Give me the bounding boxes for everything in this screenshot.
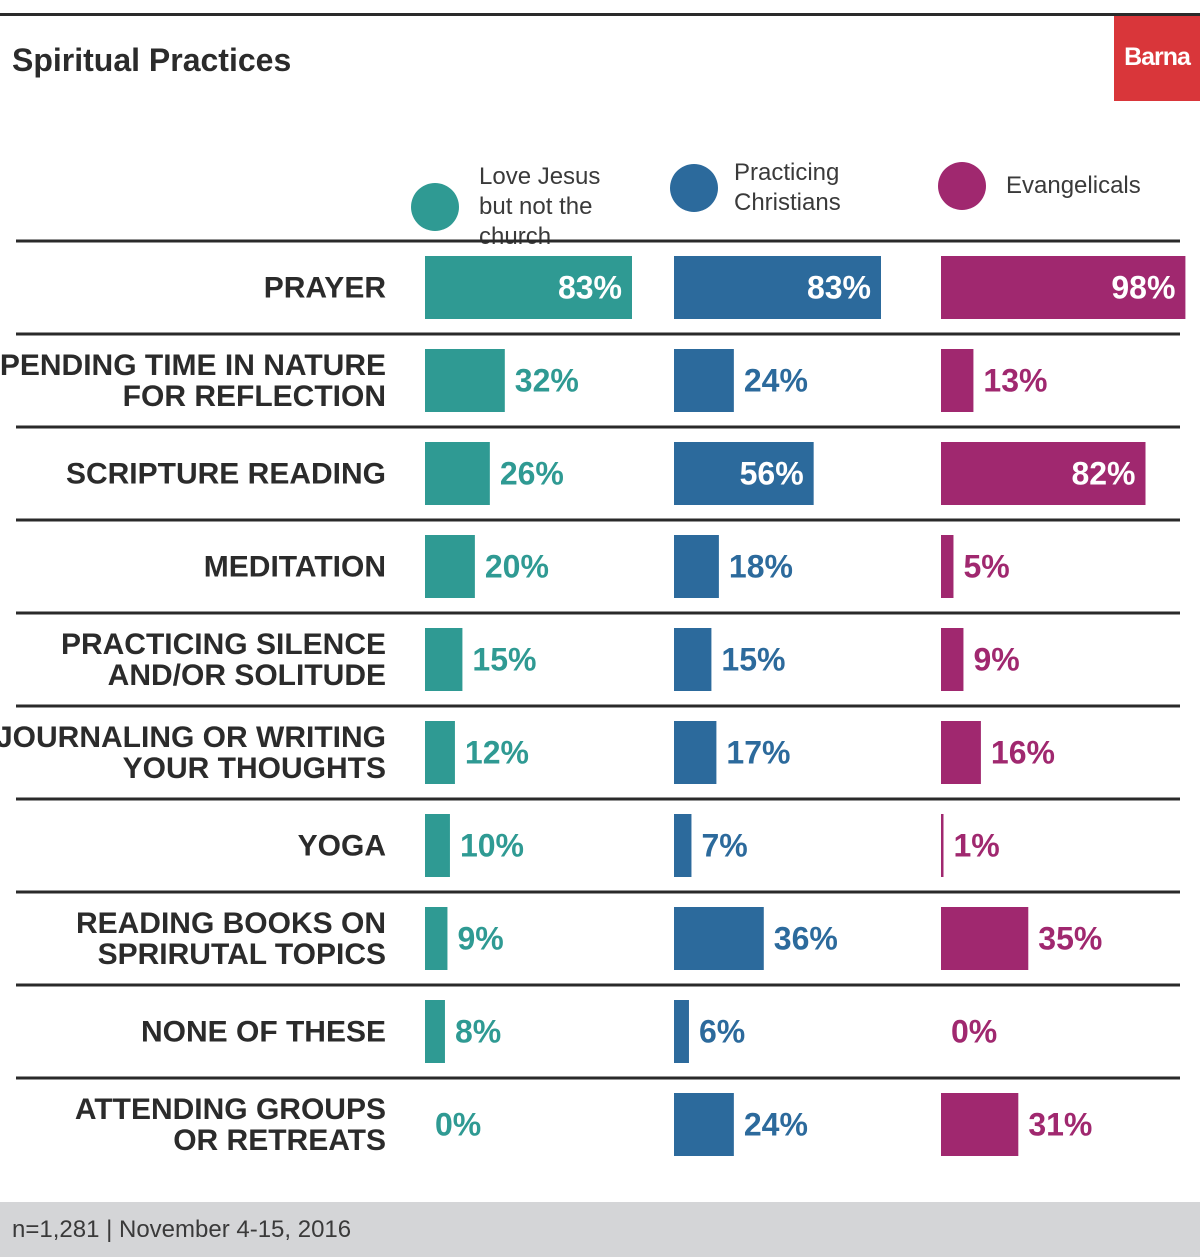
category-label-reading-books-on-sprirutal-topics: READING BOOKS ON SPRIRUTAL TOPICS (76, 907, 386, 971)
value-label-evangelicals-prayer: 98% (1111, 270, 1175, 306)
value-label-love-jesus-attending-groups-or-retreats: 0% (435, 1107, 481, 1143)
value-label-evangelicals-practicing-silence-and-or-solitude: 9% (973, 642, 1019, 678)
row-separator (16, 983, 1180, 987)
bar-practicing-christians-scripture-reading (674, 442, 814, 505)
value-label-practicing-christians-meditation: 18% (729, 549, 793, 585)
row-separator (16, 797, 1180, 801)
value-label-practicing-christians-reading-books-on-sprirutal-topics: 36% (774, 921, 838, 957)
row-separator (16, 332, 1180, 336)
value-label-practicing-christians-attending-groups-or-retreats: 24% (744, 1107, 808, 1143)
bar-practicing-christians-spending-time-in-nature-for-reflection (674, 349, 734, 412)
value-label-evangelicals-scripture-reading: 82% (1071, 456, 1135, 492)
value-label-practicing-christians-none-of-these: 6% (699, 1014, 745, 1050)
value-label-love-jesus-practicing-silence-and-or-solitude: 15% (472, 642, 536, 678)
bar-evangelicals-yoga (941, 814, 944, 877)
category-label-journaling-or-writing-your-thoughts: JOURNALING OR WRITING YOUR THOUGHTS (0, 721, 386, 785)
value-label-evangelicals-none-of-these: 0% (951, 1014, 997, 1050)
legend-label-love-jesus: Love Jesus but not the church (479, 163, 601, 250)
row-separator (16, 890, 1180, 894)
category-label-yoga: YOGA (298, 830, 386, 863)
bar-evangelicals-prayer (941, 256, 1186, 319)
row-separator (16, 425, 1180, 429)
legend-item-love-jesus: Love Jesus but not the church (411, 162, 600, 252)
value-label-practicing-christians-journaling-or-writing-your-thoughts: 17% (726, 735, 790, 771)
bar-love-jesus-scripture-reading (425, 442, 490, 505)
brand-logo: Barna (1114, 16, 1200, 101)
bar-evangelicals-scripture-reading (941, 442, 1146, 505)
bar-practicing-christians-meditation (674, 535, 719, 598)
value-label-practicing-christians-spending-time-in-nature-for-reflection: 24% (744, 363, 808, 399)
bar-practicing-christians-practicing-silence-and-or-solitude (674, 628, 712, 691)
value-label-love-jesus-none-of-these: 8% (455, 1014, 501, 1050)
bar-evangelicals-spending-time-in-nature-for-reflection (941, 349, 974, 412)
category-label-prayer: PRAYER (264, 272, 387, 305)
bar-evangelicals-practicing-silence-and-or-solitude (941, 628, 964, 691)
value-label-evangelicals-meditation: 5% (963, 549, 1009, 585)
bar-evangelicals-meditation (941, 535, 954, 598)
footer-note: n=1,281 | November 4-15, 2016 (12, 1215, 352, 1243)
category-label-spending-time-in-nature-for-reflection: SPENDING TIME IN NATURE FOR REFLECTION (0, 349, 386, 413)
bar-love-jesus-meditation (425, 535, 475, 598)
value-label-love-jesus-spending-time-in-nature-for-reflection: 32% (515, 363, 579, 399)
bar-love-jesus-reading-books-on-sprirutal-topics (425, 907, 448, 970)
category-label-scripture-reading: SCRIPTURE READING (66, 458, 386, 491)
bar-practicing-christians-attending-groups-or-retreats (674, 1093, 734, 1156)
bar-evangelicals-attending-groups-or-retreats (941, 1093, 1019, 1156)
page-title: Spiritual Practices (12, 42, 292, 78)
value-label-evangelicals-journaling-or-writing-your-thoughts: 16% (991, 735, 1055, 771)
value-label-evangelicals-attending-groups-or-retreats: 31% (1028, 1107, 1092, 1143)
category-label-meditation: MEDITATION (204, 551, 386, 584)
row-separator (16, 1076, 1180, 1080)
bar-practicing-christians-prayer (674, 256, 881, 319)
bar-practicing-christians-none-of-these (674, 1000, 689, 1063)
bar-practicing-christians-journaling-or-writing-your-thoughts (674, 721, 717, 784)
bar-love-jesus-prayer (425, 256, 632, 319)
bar-love-jesus-spending-time-in-nature-for-reflection (425, 349, 505, 412)
category-label-none-of-these: NONE OF THESE (141, 1016, 386, 1049)
value-label-practicing-christians-practicing-silence-and-or-solitude: 15% (721, 642, 785, 678)
legend-item-evangelicals: Evangelicals (938, 162, 1141, 210)
value-label-practicing-christians-prayer: 83% (807, 270, 871, 306)
value-label-love-jesus-reading-books-on-sprirutal-topics: 9% (457, 921, 503, 957)
bar-love-jesus-journaling-or-writing-your-thoughts (425, 721, 455, 784)
legend-swatch-evangelicals (938, 162, 986, 210)
value-label-love-jesus-yoga: 10% (460, 828, 524, 864)
value-label-evangelicals-reading-books-on-sprirutal-topics: 35% (1038, 921, 1102, 957)
value-label-evangelicals-yoga: 1% (953, 828, 999, 864)
value-label-evangelicals-spending-time-in-nature-for-reflection: 13% (983, 363, 1047, 399)
legend-label-evangelicals: Evangelicals (1006, 172, 1141, 199)
legend-item-practicing-christians: Practicing Christians (670, 158, 841, 218)
value-label-love-jesus-meditation: 20% (485, 549, 549, 585)
row-separator (16, 518, 1180, 522)
bar-love-jesus-yoga (425, 814, 450, 877)
legend-swatch-practicing-christians (670, 164, 718, 212)
bar-evangelicals-reading-books-on-sprirutal-topics (941, 907, 1029, 970)
bar-love-jesus-practicing-silence-and-or-solitude (425, 628, 463, 691)
category-label-attending-groups-or-retreats: ATTENDING GROUPS OR RETREATS (75, 1093, 386, 1157)
bar-practicing-christians-reading-books-on-sprirutal-topics (674, 907, 764, 970)
value-label-love-jesus-journaling-or-writing-your-thoughts: 12% (465, 735, 529, 771)
bar-evangelicals-journaling-or-writing-your-thoughts (941, 721, 981, 784)
bar-love-jesus-none-of-these (425, 1000, 445, 1063)
row-separator (16, 704, 1180, 708)
top-rule (0, 13, 1200, 16)
value-label-practicing-christians-scripture-reading: 56% (740, 456, 804, 492)
category-label-practicing-silence-and-or-solitude: PRACTICING SILENCE AND/OR SOLITUDE (61, 628, 386, 692)
legend-swatch-love-jesus (411, 183, 459, 231)
value-label-practicing-christians-yoga: 7% (701, 828, 747, 864)
value-label-love-jesus-prayer: 83% (558, 270, 622, 306)
legend-label-practicing-christians: Practicing Christians (734, 159, 841, 216)
footer: n=1,281 | November 4-15, 2016 (0, 1202, 1200, 1257)
row-separator (16, 611, 1180, 615)
bar-chart: PRAYER 83% 83% 98% SPENDING TIME IN NATURE FO… (0, 239, 1186, 1157)
bar-practicing-christians-yoga (674, 814, 692, 877)
value-label-love-jesus-scripture-reading: 26% (500, 456, 564, 492)
row-separator (16, 239, 1180, 243)
